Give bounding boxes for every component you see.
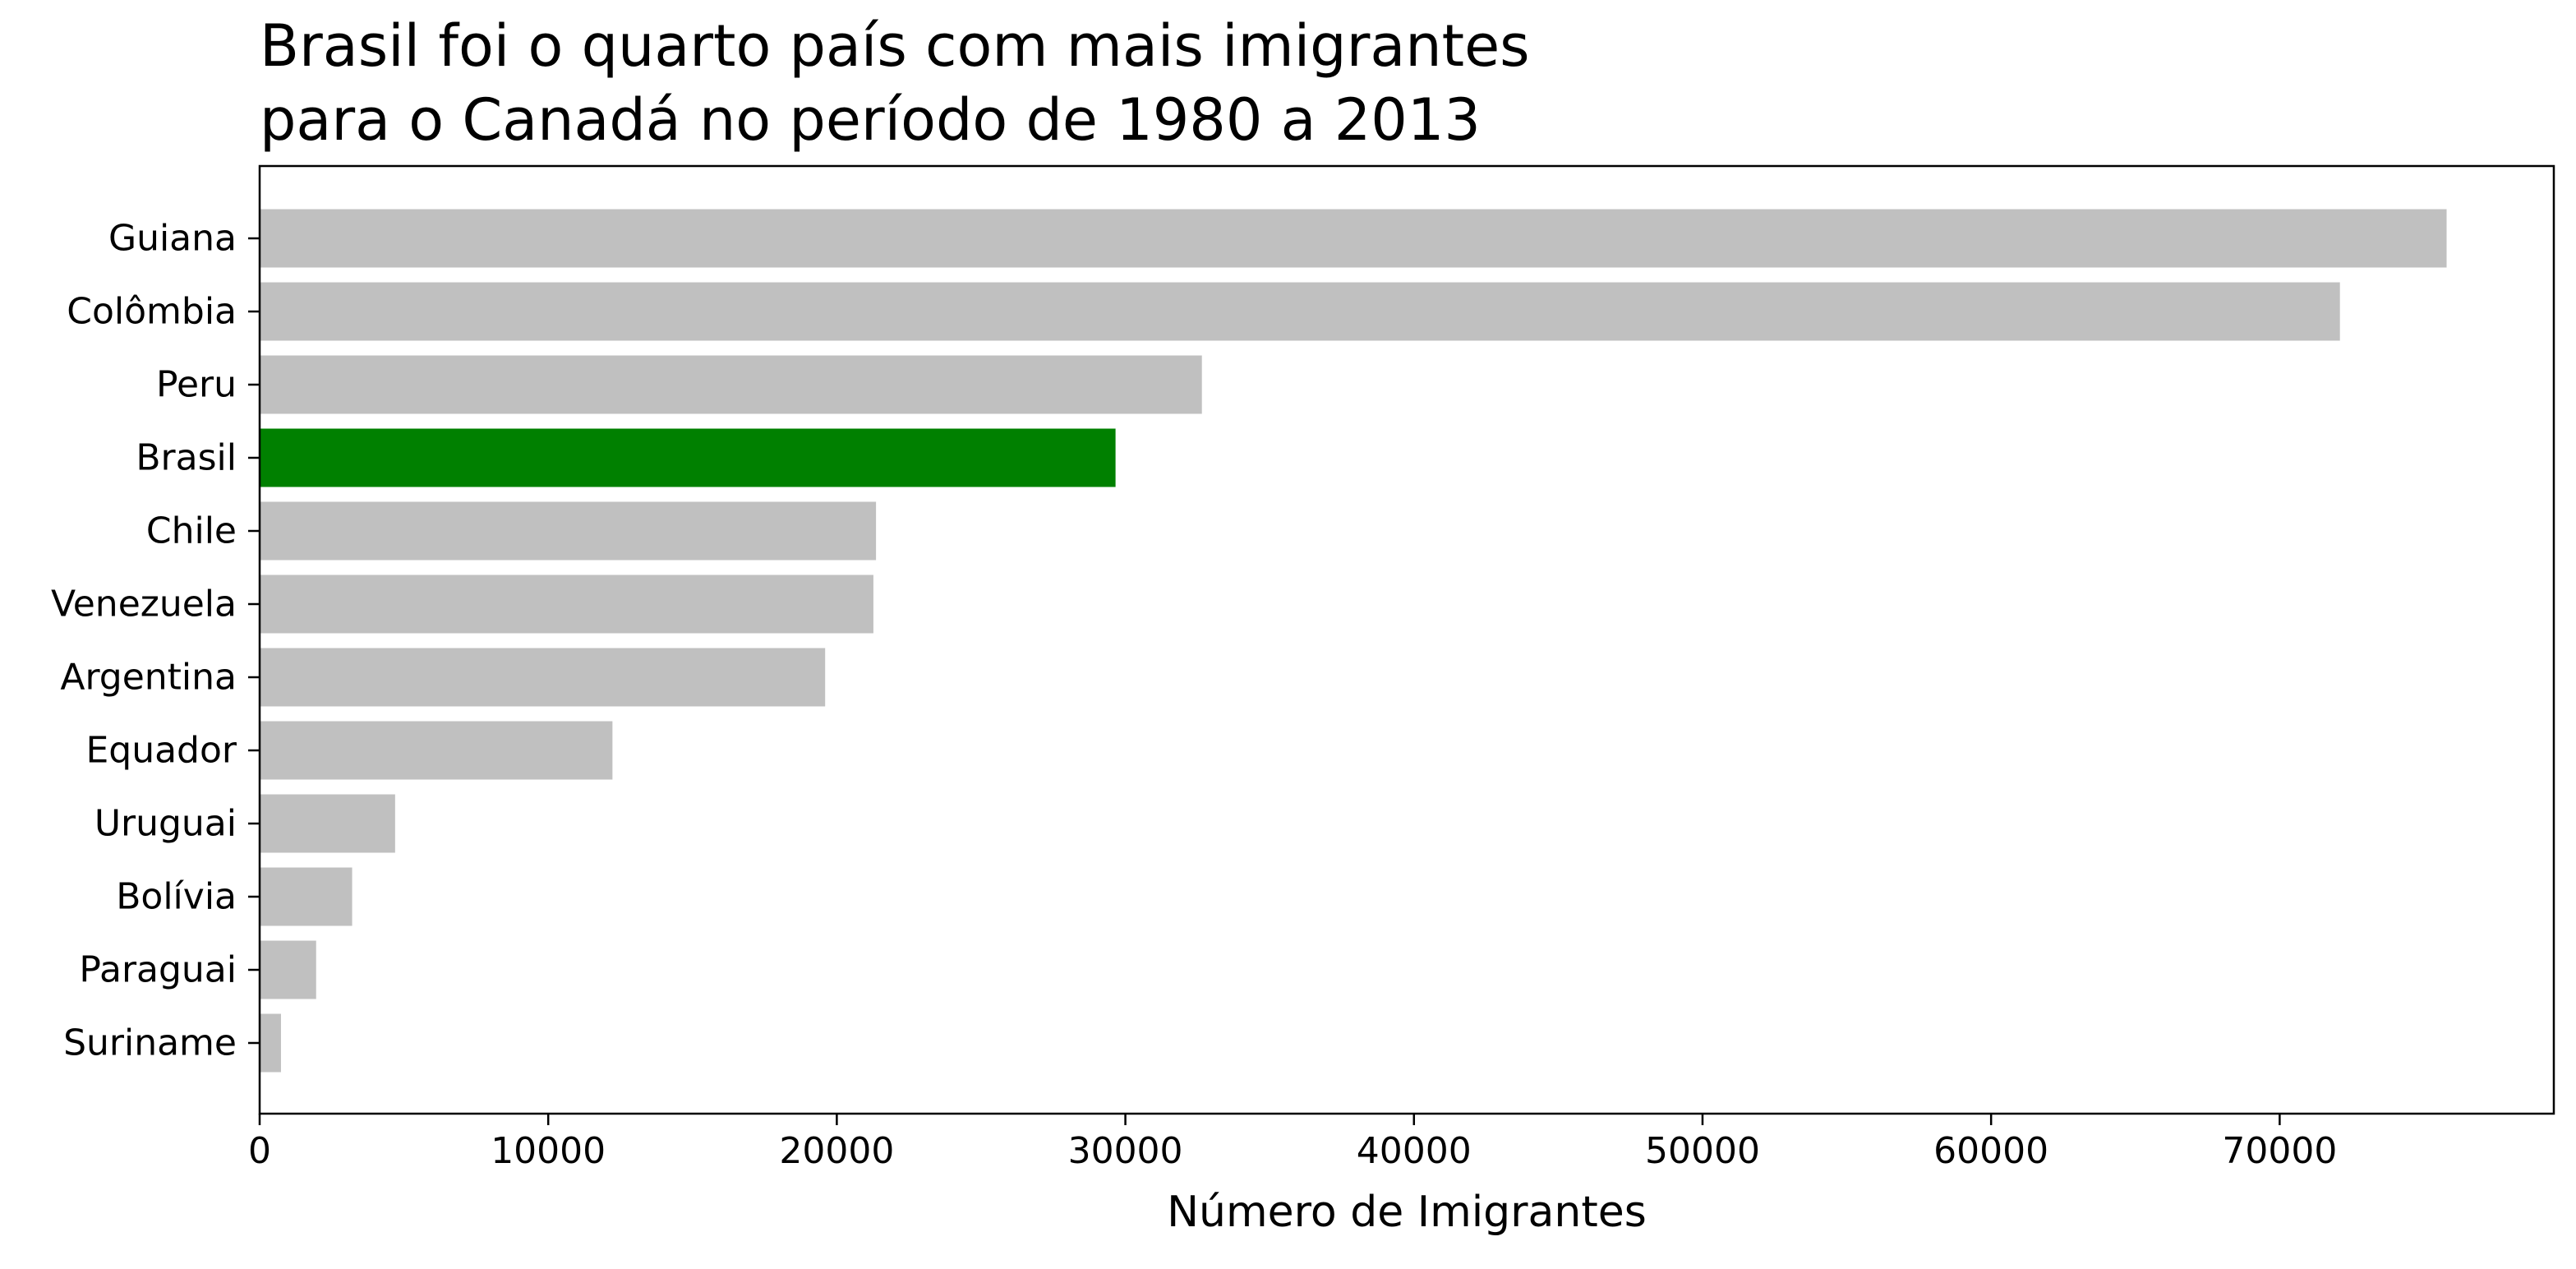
y-tick-label: Uruguai <box>94 803 237 845</box>
plot-frame <box>258 164 2555 1115</box>
bar-suriname <box>260 1013 281 1073</box>
bar-peru <box>260 355 1202 414</box>
bar-bolivia <box>260 867 353 926</box>
bar-colombia <box>260 282 2340 341</box>
bar-equador <box>260 721 613 780</box>
y-tick-label: Argentina <box>60 657 237 699</box>
bars-group <box>260 209 2447 1073</box>
y-tick-label: Chile <box>146 510 237 552</box>
bar-guiana <box>260 209 2447 268</box>
bar-brasil <box>260 428 1116 487</box>
x-axis-label: Número de Imigrantes <box>1167 1188 1647 1237</box>
bar-chile <box>260 501 877 561</box>
x-tick-label: 70000 <box>2222 1130 2337 1172</box>
x-tick-label: 10000 <box>491 1130 606 1172</box>
x-tick-label: 50000 <box>1645 1130 1760 1172</box>
x-tick-label: 20000 <box>779 1130 894 1172</box>
x-tick-label: 30000 <box>1068 1130 1183 1172</box>
y-tick-label: Suriname <box>63 1022 237 1064</box>
y-tick-label: Colômbia <box>67 291 237 333</box>
x-tick-label: 0 <box>248 1130 271 1172</box>
bar-paraguai <box>260 940 316 999</box>
chart-title-line-1: Brasil foi o quarto país com mais imigra… <box>260 12 1530 80</box>
y-tick-label: Peru <box>156 364 237 406</box>
y-tick-label: Paraguai <box>79 949 237 991</box>
y-tick-label: Brasil <box>136 437 237 479</box>
y-tick-label: Guiana <box>108 218 237 260</box>
bar-uruguai <box>260 794 395 853</box>
x-axis-ticks: 0 10000 20000 30000 40000 50000 60000 70000 <box>248 1114 2337 1172</box>
bar-venezuela <box>260 575 873 634</box>
x-tick-label: 40000 <box>1357 1130 1472 1172</box>
bar-argentina <box>260 648 826 707</box>
y-axis-ticks: Guiana Colômbia Peru Brasil Chile Venezuela Ar… <box>51 218 260 1064</box>
x-tick-label: 60000 <box>1933 1130 2048 1172</box>
chart-title-line-2: para o Canadá no período de 1980 a 2013 <box>260 86 1481 154</box>
y-tick-label: Venezuela <box>51 584 237 625</box>
y-tick-label: Equador <box>85 730 237 772</box>
y-tick-label: Bolívia <box>116 876 237 918</box>
